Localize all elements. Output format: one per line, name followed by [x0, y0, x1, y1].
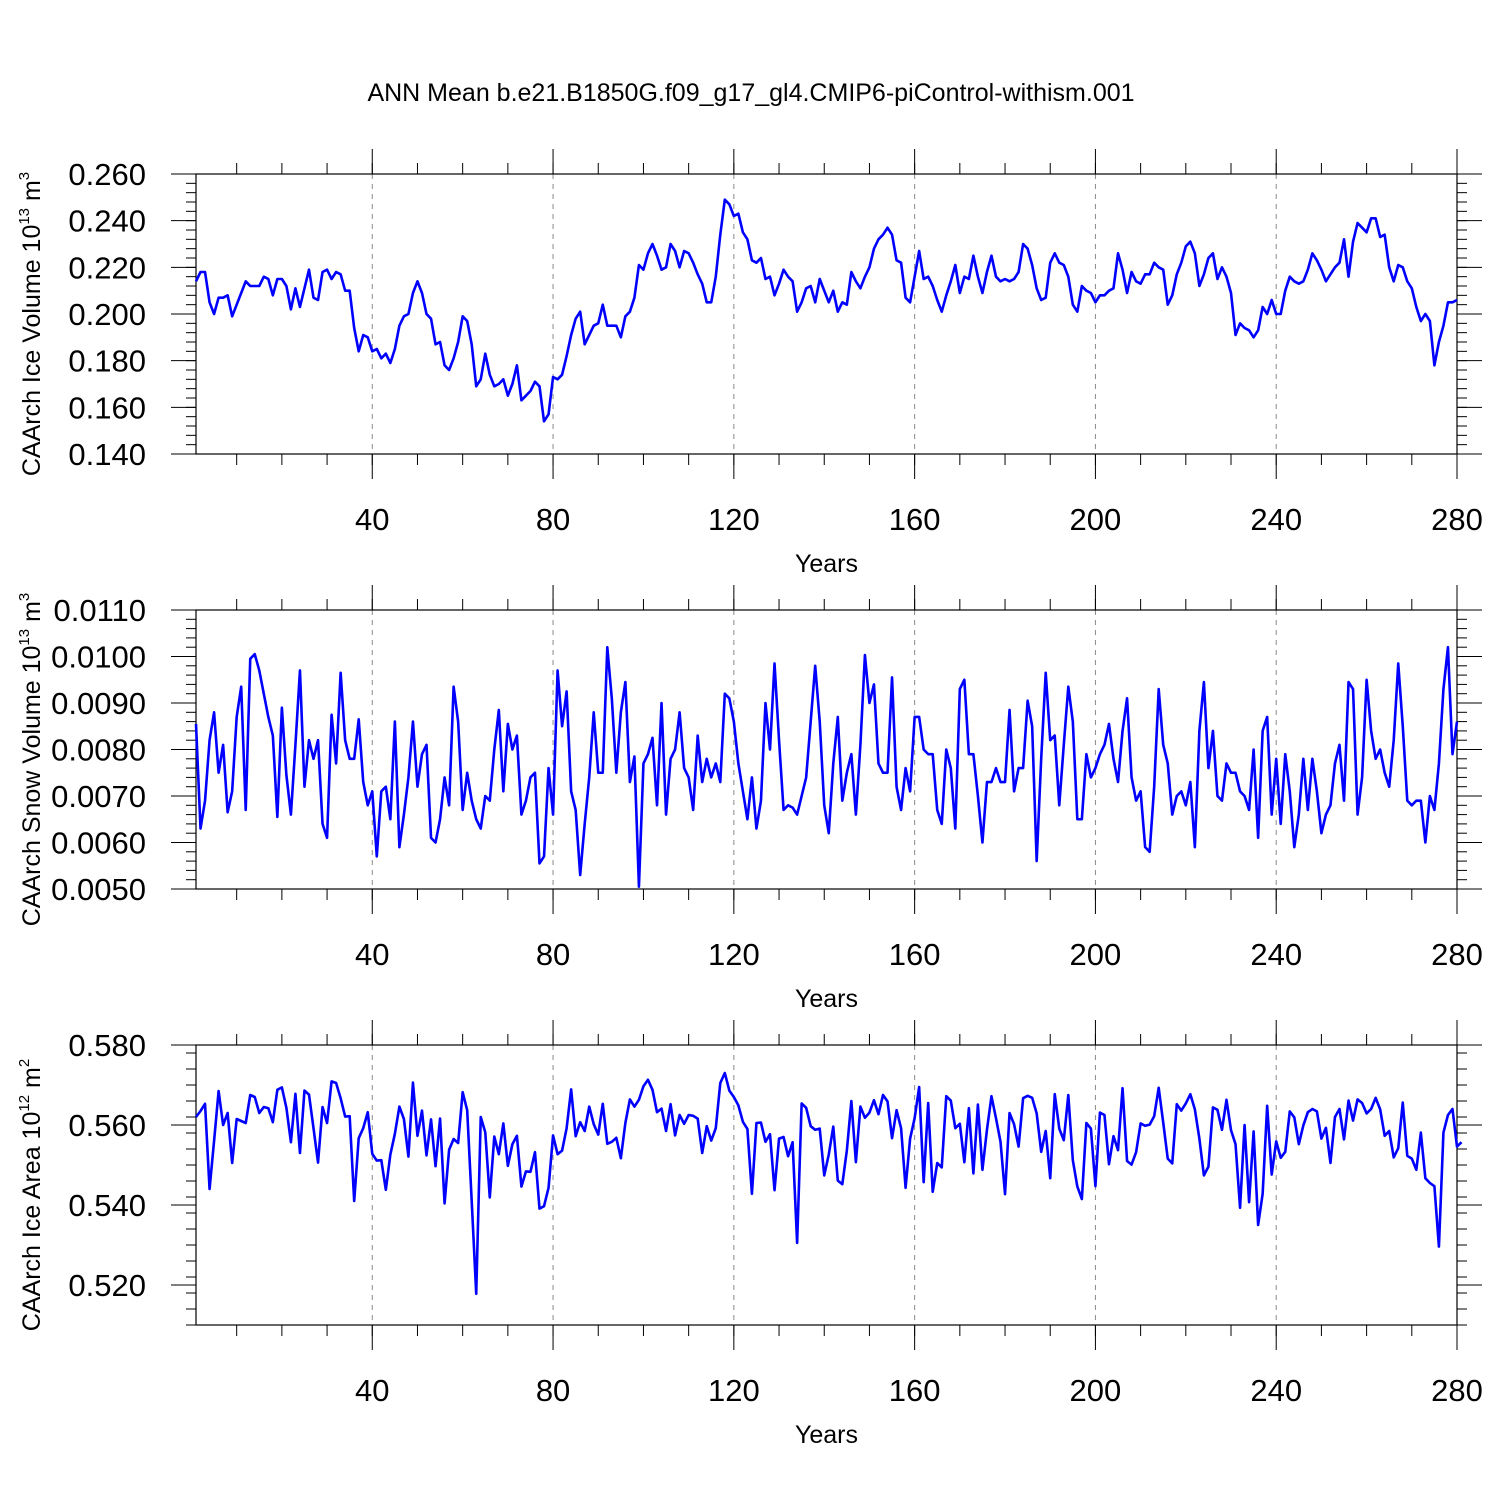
y-axis-label: CAArch Ice Volume 1013 m3 — [16, 172, 46, 476]
x-tick-label: 200 — [1070, 502, 1122, 537]
data-series-line — [194, 1071, 1463, 1296]
y-tick-label: 0.180 — [68, 344, 146, 379]
y-tick-label: 0.200 — [68, 297, 146, 332]
x-tick-label: 240 — [1250, 1373, 1302, 1408]
y-axis-label: CAArch Ice Area 1012 m2 — [16, 1059, 46, 1331]
y-tick-label: 0.0100 — [51, 640, 146, 675]
y-tick-label: 0.580 — [68, 1028, 146, 1063]
y-tick-label: 0.140 — [68, 437, 146, 472]
x-tick-label: 40 — [355, 1373, 389, 1408]
y-tick-label: 0.520 — [68, 1268, 146, 1303]
x-tick-label: 160 — [889, 502, 941, 537]
y-axis-label: CAArch Snow Volume 1013 m3 — [16, 593, 46, 927]
x-tick-label: 160 — [889, 1373, 941, 1408]
x-axis-label: Years — [795, 985, 858, 1013]
x-tick-label: 40 — [355, 937, 389, 972]
plot-frame — [195, 1044, 1458, 1326]
plot-frame — [195, 173, 1458, 455]
panel-ice-volume: 0.140 0.160 0.180 0.200 0.220 0.240 0.260 40 80 1… — [16, 149, 1483, 578]
y-tick-label: 0.0050 — [51, 872, 146, 907]
y-tick-label: 0.0080 — [51, 733, 146, 768]
x-tick-label: 160 — [889, 937, 941, 972]
x-tick-label: 120 — [708, 502, 760, 537]
x-tick-label: 40 — [355, 502, 389, 537]
y-tick-label: 0.0090 — [51, 686, 146, 721]
x-tick-label: 80 — [536, 1373, 570, 1408]
y-tick-label: 0.260 — [68, 157, 146, 192]
panel-snow-volume: 0.0050 0.0060 0.0070 0.0080 0.0090 0.0100 0.01… — [16, 585, 1483, 1013]
x-tick-label: 120 — [708, 937, 760, 972]
panel-ice-area: 0.520 0.540 0.560 0.580 40 80 120 160 200 240 280 Y… — [16, 1020, 1483, 1449]
y-tick-label: 0.220 — [68, 250, 146, 285]
x-axis-label: Years — [795, 1421, 858, 1449]
x-tick-label: 240 — [1250, 502, 1302, 537]
y-tick-label: 0.560 — [68, 1108, 146, 1143]
x-tick-label: 120 — [708, 1373, 760, 1408]
x-tick-label: 80 — [536, 502, 570, 537]
y-tick-label: 0.0070 — [51, 779, 146, 814]
x-tick-label: 280 — [1431, 1373, 1483, 1408]
x-axis-label: Years — [795, 550, 858, 578]
x-tick-label: 280 — [1431, 502, 1483, 537]
x-tick-label: 80 — [536, 937, 570, 972]
x-tick-label: 280 — [1431, 937, 1483, 972]
x-tick-label: 200 — [1070, 1373, 1122, 1408]
data-series-line — [194, 198, 1458, 423]
y-tick-label: 0.160 — [68, 390, 146, 425]
y-tick-label: 0.0110 — [53, 593, 146, 628]
y-tick-label: 0.0060 — [51, 826, 146, 861]
data-series-line — [194, 645, 1459, 888]
x-tick-label: 200 — [1070, 937, 1122, 972]
chart-title: ANN Mean b.e21.B1850G.f09_g17_gl4.CMIP6-… — [367, 79, 1134, 107]
y-tick-label: 0.540 — [68, 1188, 146, 1223]
y-tick-label: 0.240 — [68, 204, 146, 239]
x-tick-label: 240 — [1250, 937, 1302, 972]
